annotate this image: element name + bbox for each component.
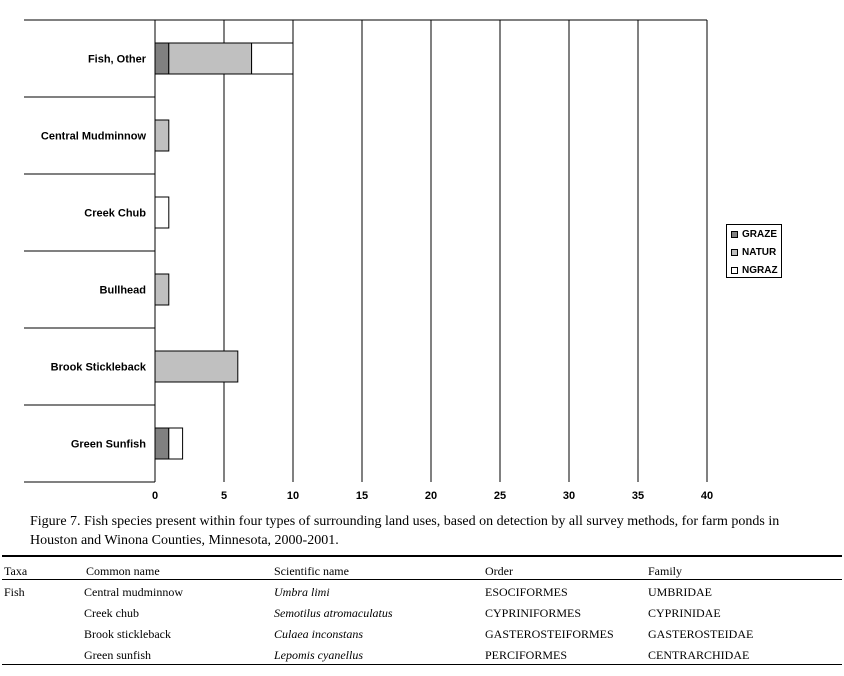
bar-segment-ngraz	[251, 42, 294, 75]
x-tick-label: 0	[152, 490, 158, 502]
category-label: Fish, Other	[88, 54, 147, 66]
category-label: Brook Stickleback	[51, 362, 147, 374]
x-tick-label: 35	[632, 490, 644, 502]
cell-common-name: Central mudminnow	[84, 585, 183, 599]
x-tick-label: 5	[221, 490, 227, 502]
legend-swatch-graze	[731, 230, 738, 238]
cell-common-name: Creek chub	[84, 606, 139, 620]
legend-label-natur: NATUR	[742, 246, 777, 258]
bar-segment-graze	[154, 427, 170, 460]
x-tick-labels: 0 5 10 15 20 25 30 35 40	[152, 490, 713, 502]
x-tick-label: 40	[701, 490, 713, 502]
axes	[154, 19, 707, 482]
cell-common-name: Brook stickleback	[84, 627, 171, 641]
legend-swatch-ngraz	[731, 266, 738, 274]
cell-family: GASTEROSTEIDAE	[648, 627, 754, 641]
x-tick-label: 15	[356, 490, 368, 502]
category-label: Bullhead	[100, 285, 146, 297]
bar-segment-natur	[154, 273, 170, 306]
header-family: Family	[648, 564, 683, 578]
category-label: Green Sunfish	[71, 439, 146, 451]
table-header-rule	[2, 579, 842, 580]
x-tick-label: 20	[425, 490, 437, 502]
cell-order: CYPRINIFORMES	[485, 606, 582, 620]
bar-segment-ngraz	[168, 427, 184, 460]
cell-scientific-name: Semotilus atromaculatus	[274, 606, 393, 620]
cell-order: PERCIFORMES	[485, 648, 568, 662]
cell-taxa: Fish	[4, 585, 25, 599]
cell-scientific-name: Lepomis cyanellus	[274, 648, 363, 662]
bar-segment-ngraz	[154, 196, 170, 229]
gridlines	[223, 20, 708, 482]
cell-family: CYPRINIDAE	[648, 606, 721, 620]
x-tick-label: 10	[287, 490, 299, 502]
legend-label-graze: GRAZE	[742, 228, 777, 240]
x-tick-label: 30	[563, 490, 575, 502]
legend-item-ngraz: NGRAZ	[731, 264, 778, 276]
bar-segment-natur	[168, 42, 253, 75]
table-bottom-rule	[2, 664, 842, 665]
category-labels: Fish, Other Central Mudminnow Creek Chub Bu…	[41, 54, 147, 451]
legend-swatch-natur	[731, 248, 738, 256]
cell-scientific-name: Umbra limi	[274, 585, 330, 599]
cell-scientific-name: Culaea inconstans	[274, 627, 363, 641]
category-separators	[24, 19, 155, 483]
header-scientific-name: Scientific name	[274, 564, 349, 578]
bar-segment-graze	[154, 42, 170, 75]
legend: GRAZE NATUR NGRAZ	[726, 224, 782, 278]
figure-caption: Figure 7. Fish species present within fo…	[30, 514, 780, 548]
legend-item-natur: NATUR	[731, 246, 776, 258]
header-order: Order	[485, 564, 513, 578]
cell-common-name: Green sunfish	[84, 648, 151, 662]
table-top-rule	[2, 555, 842, 557]
cell-family: CENTRARCHIDAE	[648, 648, 750, 662]
header-taxa: Taxa	[4, 564, 28, 578]
bar-segment-natur	[154, 119, 170, 152]
category-label: Creek Chub	[84, 208, 146, 220]
cell-order: GASTEROSTEIFORMES	[485, 627, 614, 641]
legend-label-ngraz: NGRAZ	[742, 264, 778, 276]
bar-segment-natur	[154, 350, 239, 383]
cell-order: ESOCIFORMES	[485, 585, 568, 599]
legend-item-graze: GRAZE	[731, 228, 777, 240]
category-label: Central Mudminnow	[41, 131, 147, 143]
header-common-name: Common name	[86, 564, 160, 578]
bar-chart: Fish, Other Central Mudminnow Creek Chub Bu…	[24, 19, 713, 502]
cell-family: UMBRIDAE	[648, 585, 713, 599]
x-tick-label: 25	[494, 490, 506, 502]
